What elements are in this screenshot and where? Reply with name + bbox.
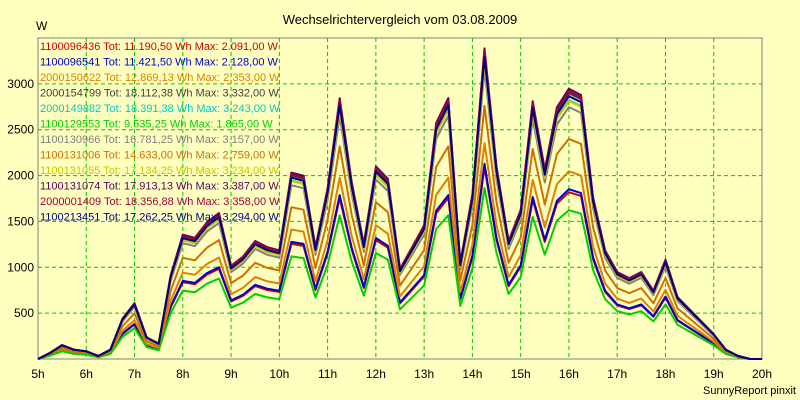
legend: 1100096436 Tot: 11.190,50 Wh Max: 2.091,…: [40, 41, 280, 224]
series-line-1100129553: [37, 187, 762, 360]
series-lines: [37, 47, 762, 360]
y-tick-label: 2500: [7, 123, 34, 137]
legend-entry: 2000001409 Tot: 18.356,88 Wh Max: 3.358,…: [40, 196, 280, 208]
legend-entry: 1100131055 Tot: 17.134,25 Wh Max: 3.234,…: [40, 165, 279, 177]
chart-title: Wechselrichtervergleich vom 03.08.2009: [283, 12, 518, 27]
legend-entry: 1100131006 Tot: 14.633,00 Wh Max: 2.759,…: [40, 150, 279, 162]
legend-entry: 1100131074 Tot: 17.913,13 Wh Max: 3.387,…: [40, 181, 279, 193]
x-tick-label: 11h: [318, 367, 337, 381]
legend-entry: 2000150622 Tot: 12.869,13 Wh Max: 2.353,…: [40, 72, 280, 84]
y-tick-label: 2000: [7, 169, 34, 183]
x-tick-label: 8h: [176, 367, 189, 381]
y-tick-label: 1500: [7, 214, 34, 228]
x-tick-label: 14h: [462, 367, 482, 381]
y-tick-label: 500: [14, 306, 34, 320]
footer-credit: SunnyReport pinxit: [703, 385, 796, 397]
x-tick-label: 12h: [366, 367, 386, 381]
x-tick-label: 15h: [511, 367, 531, 381]
x-tick-label: 13h: [414, 367, 434, 381]
series-line-1100213451: [37, 55, 762, 360]
legend-entry: 1100096436 Tot: 11.190,50 Wh Max: 2.091,…: [40, 41, 279, 53]
legend-entry: 2000149882 Tot: 18.391,38 Wh Max: 3.243,…: [40, 103, 280, 115]
y-tick-label: 1000: [7, 260, 34, 274]
x-tick-label: 6h: [80, 367, 93, 381]
plot-frame: [37, 37, 763, 360]
x-tick-label: 17h: [607, 367, 627, 381]
x-tick-label: 9h: [224, 367, 237, 381]
x-tick-label: 20h: [752, 367, 772, 381]
legend-entry: 1100096541 Tot: 11.421,50 Wh Max: 2.128,…: [40, 57, 279, 69]
y-axis-label: W: [36, 19, 48, 33]
series-line-1100131006: [37, 105, 762, 360]
x-tick-label: 19h: [704, 367, 724, 381]
legend-entry: 1100129553 Tot: 9.535,25 Wh Max: 1.865,0…: [40, 119, 273, 131]
x-tick-label: 18h: [655, 367, 675, 381]
x-tick-label: 7h: [128, 367, 141, 381]
legend-entry: 2000154799 Tot: 18.112,38 Wh Max: 3.332,…: [40, 88, 279, 100]
x-tick-label: 5h: [31, 367, 44, 381]
legend-entry: 1100213451 Tot: 17.262,25 Wh Max: 3.294,…: [40, 212, 279, 224]
x-tick-label: 10h: [269, 367, 289, 381]
y-tick-label: 3000: [7, 77, 34, 91]
axes: 5h 6h 7h 8h 9h 10h 11h 12h 13h 14h 15h 16h 17h 18h 19h…: [7, 77, 772, 381]
legend-entry: 1100130966 Tot: 16.781,25 Wh Max: 3.157,…: [40, 134, 279, 146]
x-tick-label: 16h: [559, 367, 579, 381]
